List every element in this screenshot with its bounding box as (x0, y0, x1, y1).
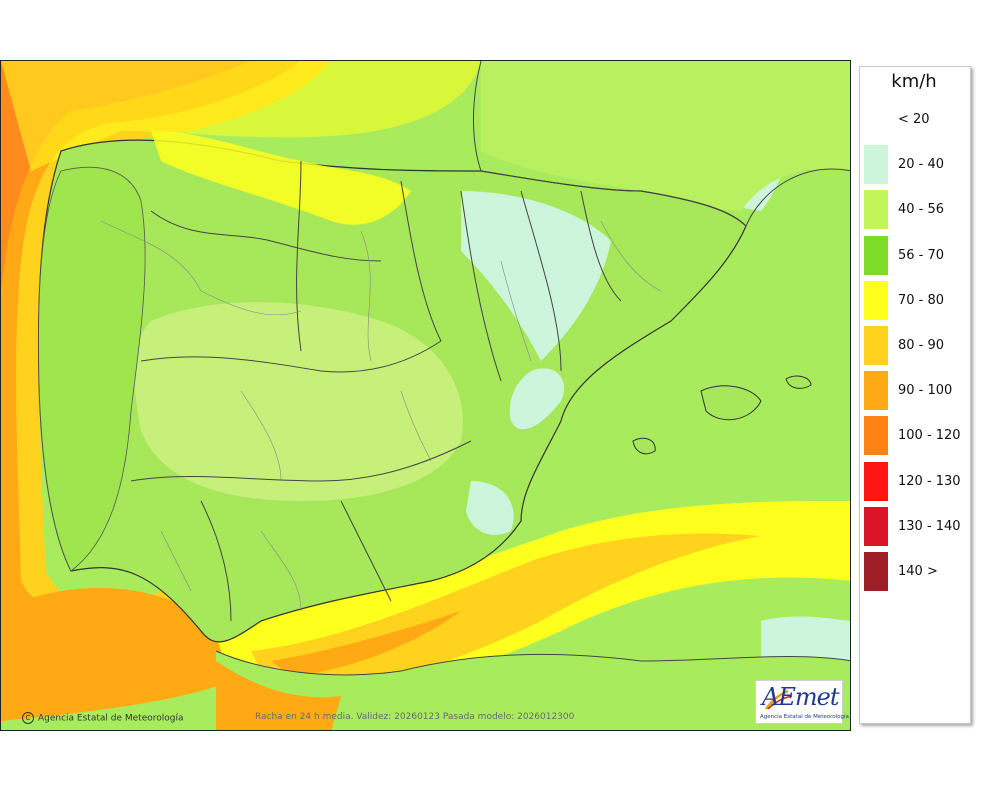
legend-label: 70 - 80 (898, 292, 945, 308)
valencia-calm (509, 368, 565, 430)
credit-text: Agencia Estatal de Meteorología (38, 713, 184, 724)
legend-label: 20 - 40 (898, 157, 945, 173)
legend-item: 56 - 70 (864, 235, 968, 276)
legend-label: 120 - 130 (898, 473, 961, 489)
legend-item: 100 - 120 (864, 416, 968, 456)
cadiz-gust-zone (1, 587, 231, 721)
legend-item: 120 - 130 (864, 461, 968, 502)
biscay-yellow-zone (1, 61, 481, 171)
portugal-land (38, 166, 146, 572)
legend-item: 40 - 56 (864, 190, 968, 230)
copyright-icon: C (22, 712, 34, 724)
legend-swatch (864, 190, 888, 230)
legend-swatch (864, 461, 888, 501)
legend-item: 130 - 140 (864, 506, 968, 547)
legend-swatch (864, 100, 888, 139)
legend-label: 40 - 56 (898, 202, 945, 218)
legend-label: 130 - 140 (898, 518, 961, 534)
legend-label: < 20 (898, 112, 930, 127)
legend-unit: km/h (891, 71, 937, 92)
legend-swatch (864, 235, 888, 275)
legend-panel: km/h < 20 20 - 40 40 - 56 56 - 70 70 - 80 80 … (859, 66, 971, 724)
meseta-light (134, 302, 463, 501)
validity-caption: Racha en 24 h media. Validez: 20260123 P… (255, 712, 575, 722)
wind-gust-map (0, 60, 851, 731)
legend-label: 56 - 70 (898, 247, 945, 263)
aemet-logo: AEmet Agencia Estatal de Meteorología (755, 680, 849, 724)
legend-item: 140 > (864, 552, 968, 592)
legend-swatch (864, 506, 888, 546)
legend-swatch (864, 145, 888, 185)
legend-label: 90 - 100 (898, 383, 953, 399)
france-land (481, 61, 850, 211)
aemet-swoosh-icon (765, 689, 793, 710)
legend-swatch (864, 326, 888, 365)
aemet-subtitle: Agencia Estatal de Meteorología (760, 714, 849, 720)
copyright-credit: C Agencia Estatal de Meteorología (22, 712, 184, 724)
legend-item: 20 - 40 (864, 145, 968, 185)
province-borders (100, 220, 662, 612)
menorca (785, 375, 812, 389)
legend-label: 140 > (898, 564, 938, 579)
alboran-strong-zone (271, 611, 461, 676)
legend-swatch (864, 416, 888, 456)
france-coast (473, 61, 850, 227)
legend-item: 90 - 100 (864, 371, 968, 411)
mallorca (700, 385, 762, 421)
legend-swatch (864, 371, 888, 411)
ibiza (632, 437, 656, 455)
legend-swatch (864, 280, 888, 320)
ebro-calm (461, 191, 611, 361)
aemet-wordmark: AEmet (762, 683, 839, 711)
north-africa-land (216, 651, 850, 730)
legend-label: 80 - 90 (898, 338, 945, 353)
legend-item: 70 - 80 (864, 280, 968, 321)
legend-item: < 20 (864, 100, 968, 140)
legend-label: 100 - 120 (898, 428, 961, 444)
legend-item: 80 - 90 (864, 326, 968, 366)
legend-swatch (864, 552, 888, 591)
region-borders (130, 160, 622, 622)
cantabrian-yellow (151, 131, 411, 225)
north-africa-coast-orange (216, 661, 341, 730)
murcia-calm (466, 481, 514, 535)
north-africa-coast (215, 650, 850, 676)
